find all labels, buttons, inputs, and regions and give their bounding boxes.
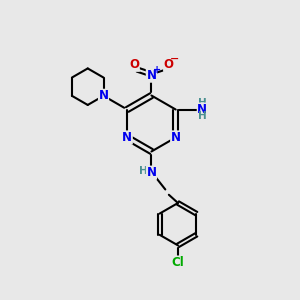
Text: O: O — [129, 58, 140, 71]
Text: H: H — [198, 98, 207, 108]
Text: +: + — [153, 64, 161, 75]
Text: Cl: Cl — [172, 256, 184, 269]
Text: N: N — [146, 166, 157, 179]
Text: N: N — [171, 131, 181, 144]
Text: N: N — [98, 89, 109, 102]
Text: H: H — [198, 111, 207, 121]
Text: N: N — [146, 69, 157, 82]
Text: H: H — [139, 166, 148, 176]
Text: O: O — [164, 58, 174, 71]
Text: −: − — [170, 53, 180, 63]
Text: N: N — [197, 103, 207, 116]
Text: N: N — [122, 131, 132, 144]
